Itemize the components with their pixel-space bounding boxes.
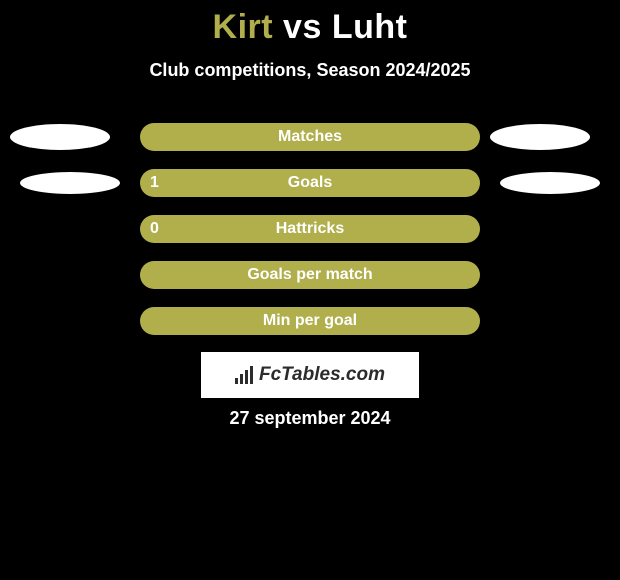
stat-center-bar: Goals: [140, 169, 480, 197]
stat-center-bar: Matches: [140, 123, 480, 151]
stat-row: Goals1: [0, 169, 620, 215]
stat-center-bar: Goals per match: [140, 261, 480, 289]
stat-row: Matches: [0, 123, 620, 169]
stat-center-bar: Hattricks: [140, 215, 480, 243]
right-ellipse: [490, 124, 590, 150]
logo-box: FcTables.com: [201, 352, 419, 398]
subtitle: Club competitions, Season 2024/2025: [0, 60, 620, 81]
stat-center-bar: Min per goal: [140, 307, 480, 335]
left-ellipse: [20, 172, 120, 194]
stat-row: Hattricks0: [0, 215, 620, 261]
title-player2: Luht: [332, 8, 408, 46]
comparison-infographic: Kirt vs Luht Club competitions, Season 2…: [0, 0, 620, 580]
stat-row: Goals per match: [0, 261, 620, 307]
left-ellipse: [10, 124, 110, 150]
title-vs: vs: [283, 8, 322, 46]
stat-rows: MatchesGoals1Hattricks0Goals per matchMi…: [0, 123, 620, 353]
stat-left-value: 1: [150, 169, 159, 197]
stat-row: Min per goal: [0, 307, 620, 353]
title: Kirt vs Luht: [0, 8, 620, 47]
logo: FcTables.com: [235, 364, 385, 386]
date: 27 september 2024: [0, 408, 620, 429]
logo-text: FcTables.com: [259, 364, 385, 386]
title-player1: Kirt: [213, 8, 274, 46]
stat-left-value: 0: [150, 215, 159, 243]
logo-bars-icon: [235, 366, 253, 384]
right-ellipse: [500, 172, 600, 194]
